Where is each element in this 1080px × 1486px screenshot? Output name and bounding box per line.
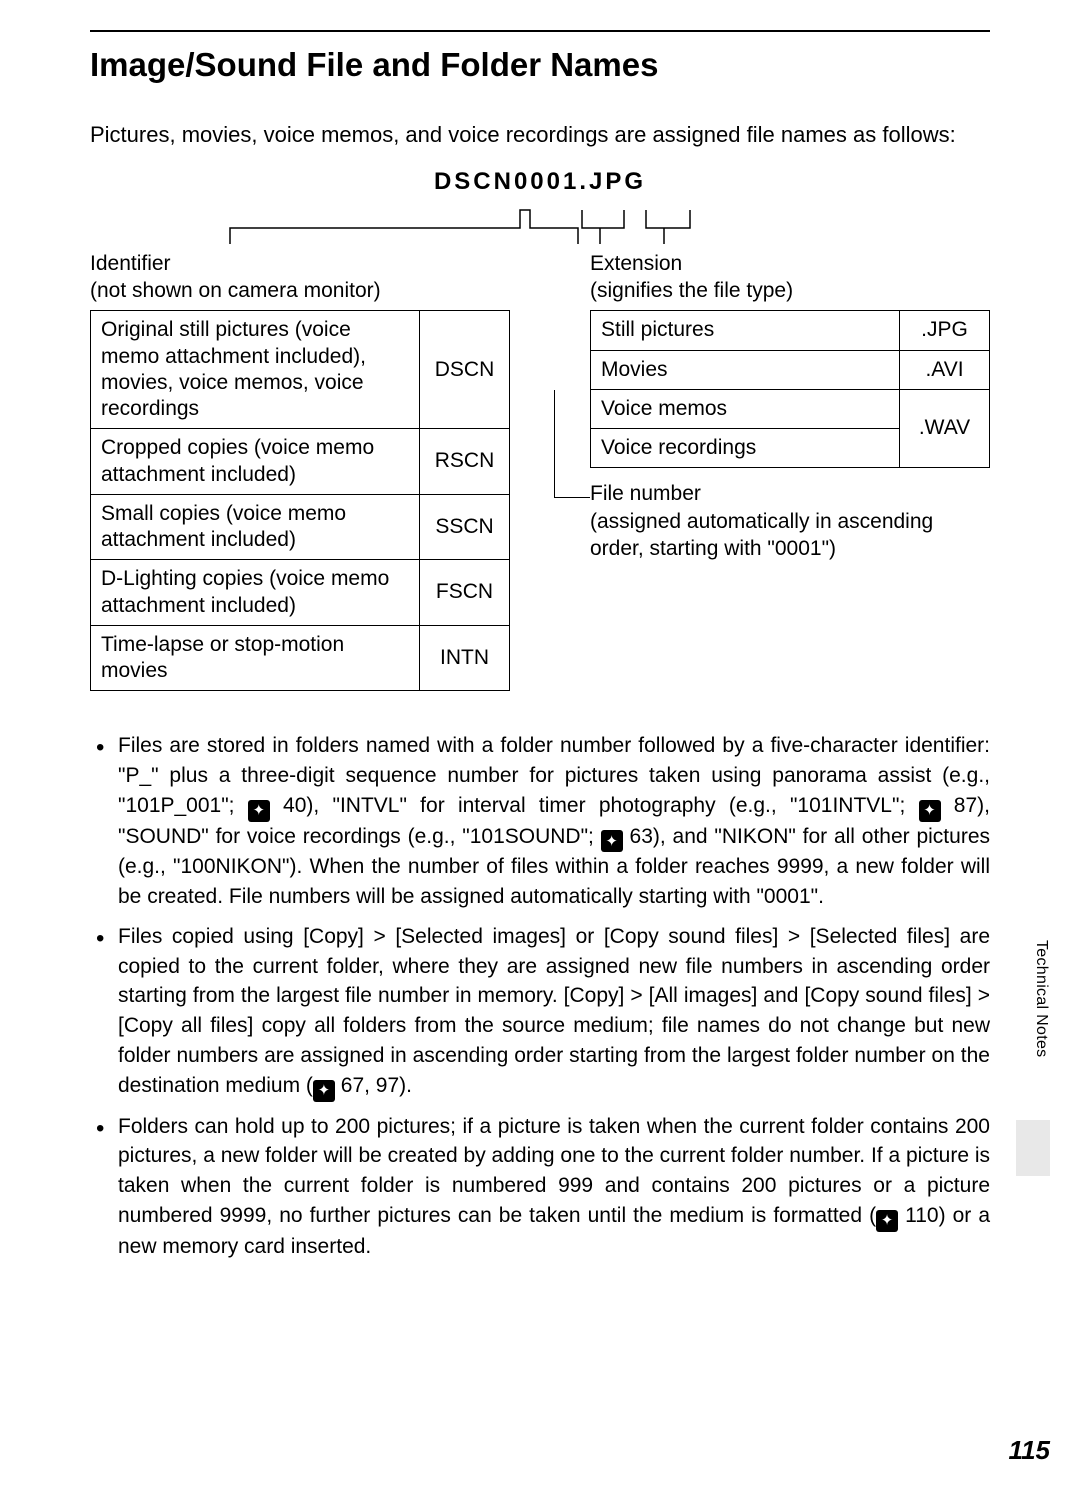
table-row: Time-lapse or stop-motion moviesINTN [91, 625, 510, 691]
extension-code: .JPG [900, 311, 990, 350]
section-tab-block [1016, 1120, 1050, 1176]
table-row: Small copies (voice memo attachment incl… [91, 494, 510, 560]
extension-table: Still pictures.JPGMovies.AVIVoice memos.… [590, 310, 990, 468]
table-row: Movies.AVI [591, 350, 990, 389]
filename-example: DSCN0001.JPG [434, 168, 646, 195]
extension-desc: Voice memos [591, 389, 900, 428]
reference-icon: ✦ [313, 1080, 335, 1102]
reference-icon: ✦ [248, 800, 270, 822]
table-row: Original still pictures (voice memo atta… [91, 311, 510, 429]
identifier-desc: Cropped copies (voice memo attachment in… [91, 429, 420, 495]
extension-desc: Movies [591, 350, 900, 389]
identifier-code: RSCN [420, 429, 510, 495]
identifier-desc: D-Lighting copies (voice memo attachment… [91, 560, 420, 626]
extension-desc: Voice recordings [591, 429, 900, 468]
identifier-desc: Small copies (voice memo attachment incl… [91, 494, 420, 560]
reference-icon: ✦ [601, 830, 623, 852]
identifier-desc: Time-lapse or stop-motion movies [91, 625, 420, 691]
list-item: Folders can hold up to 200 pictures; if … [90, 1112, 990, 1262]
identifier-code: DSCN [420, 311, 510, 429]
section-tab: Technical Notes [1032, 940, 1050, 1057]
identifier-table: Original still pictures (voice memo atta… [90, 310, 510, 691]
table-row: Voice memos.WAV [591, 389, 990, 428]
reference-icon: ✦ [876, 1210, 898, 1232]
extension-code: .WAV [900, 389, 990, 468]
table-row: Still pictures.JPG [591, 311, 990, 350]
file-number-note: File number (assigned automatically in a… [590, 480, 990, 562]
identifier-code: INTN [420, 625, 510, 691]
identifier-desc: Original still pictures (voice memo atta… [91, 311, 420, 429]
list-item: Files copied using [Copy] > [Selected im… [90, 922, 990, 1102]
notes-list: Files are stored in folders named with a… [90, 731, 990, 1261]
table-row: Cropped copies (voice memo attachment in… [91, 429, 510, 495]
list-item: Files are stored in folders named with a… [90, 731, 990, 912]
page-title: Image/Sound File and Folder Names [90, 46, 990, 84]
identifier-heading: Identifier (not shown on camera monitor) [90, 250, 510, 305]
extension-heading: Extension (signifies the file type) [590, 250, 990, 305]
identifier-code: FSCN [420, 560, 510, 626]
extension-code: .AVI [900, 350, 990, 389]
table-row: D-Lighting copies (voice memo attachment… [91, 560, 510, 626]
filename-brackets [90, 204, 990, 250]
extension-desc: Still pictures [591, 311, 900, 350]
intro-text: Pictures, movies, voice memos, and voice… [90, 120, 990, 150]
identifier-code: SSCN [420, 494, 510, 560]
page-number: 115 [1009, 1435, 1050, 1466]
reference-icon: ✦ [919, 800, 941, 822]
